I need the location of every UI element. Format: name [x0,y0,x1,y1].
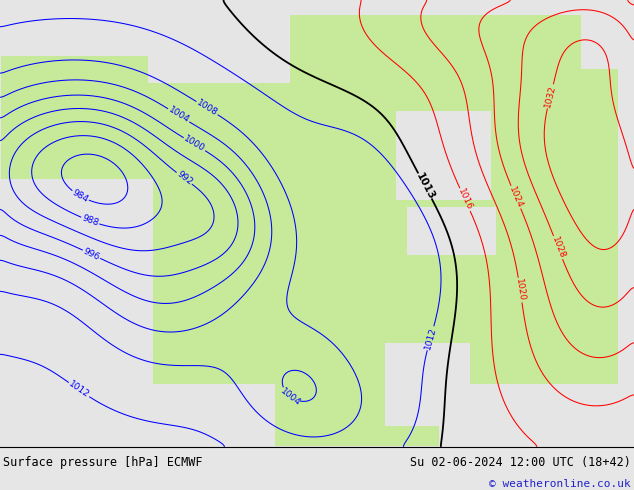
Text: 996: 996 [82,246,101,262]
Text: 1004: 1004 [167,105,191,125]
Text: © weatheronline.co.uk: © weatheronline.co.uk [489,479,631,489]
Text: 1000: 1000 [182,134,207,154]
Text: Su 02-06-2024 12:00 UTC (18+42): Su 02-06-2024 12:00 UTC (18+42) [410,456,631,469]
Text: 1032: 1032 [543,84,557,108]
Text: 1004: 1004 [279,386,302,408]
Text: 992: 992 [175,170,194,187]
Text: 988: 988 [81,214,100,228]
Text: 1016: 1016 [456,187,474,212]
Text: 1012: 1012 [423,326,438,350]
Text: 984: 984 [70,188,90,204]
Text: 1028: 1028 [550,235,566,260]
Text: 1024: 1024 [507,185,524,209]
Text: 1013: 1013 [414,171,436,201]
Text: 1008: 1008 [195,98,219,118]
Text: Surface pressure [hPa] ECMWF: Surface pressure [hPa] ECMWF [3,456,203,469]
Text: 1020: 1020 [514,278,526,302]
Text: 1012: 1012 [67,380,91,400]
